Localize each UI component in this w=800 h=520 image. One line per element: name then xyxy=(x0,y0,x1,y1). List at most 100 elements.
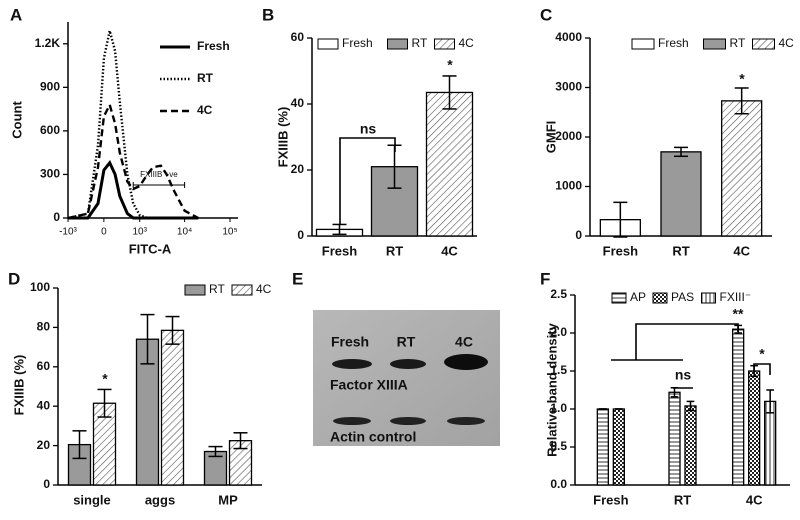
y-tick-label: 20 xyxy=(37,438,51,452)
y-axis-title: FXIIIB (%) xyxy=(11,355,26,416)
x-tick-label: Fresh xyxy=(322,243,357,258)
panel-letter: E xyxy=(292,269,303,288)
y-tick-label: 2.5 xyxy=(550,287,567,301)
annotation: * xyxy=(759,346,765,362)
lane-label: 4C xyxy=(455,334,473,350)
bar xyxy=(660,151,702,237)
annotation: FXIIIB +ve xyxy=(140,170,178,179)
x-tick-label: -10³ xyxy=(59,227,77,238)
y-tick-label: 100 xyxy=(30,280,50,294)
x-tick-label: RT xyxy=(386,243,403,258)
legend-label: Fresh xyxy=(658,36,689,50)
y-tick-label: 2.0 xyxy=(550,325,567,339)
error-bar xyxy=(613,201,628,238)
legend-swatch xyxy=(752,38,775,50)
y-tick-label: 4000 xyxy=(555,30,582,44)
histogram-line xyxy=(68,159,199,220)
error-bar xyxy=(72,430,87,460)
panel-letter: F xyxy=(540,269,550,288)
panel-letter: D xyxy=(8,269,20,288)
error-bar xyxy=(674,146,688,158)
y-tick-label: 600 xyxy=(40,123,60,137)
significance-bracket xyxy=(635,323,739,360)
significance-bracket xyxy=(339,137,396,224)
legend-swatch xyxy=(701,292,716,304)
legend-label: 4C xyxy=(779,36,795,50)
legend-swatch xyxy=(184,284,206,296)
annotation: * xyxy=(102,371,108,387)
bar xyxy=(684,405,697,486)
y-axis-title: GMFI xyxy=(543,121,558,154)
error-bar xyxy=(208,445,223,458)
error-bar xyxy=(233,432,248,450)
bar xyxy=(425,91,474,237)
legend-label: RT xyxy=(209,282,225,296)
error-bar xyxy=(766,389,775,414)
legend-label: 4C xyxy=(459,36,475,50)
annotation: * xyxy=(739,71,745,87)
y-tick-label: 3000 xyxy=(555,80,582,94)
y-tick-label: 0 xyxy=(575,228,582,242)
x-tick-label: RT xyxy=(672,243,689,258)
legend-label: PAS xyxy=(671,290,694,304)
annotation: ns xyxy=(675,367,692,383)
y-tick-label: 0 xyxy=(43,477,50,491)
bar xyxy=(612,408,625,486)
legend-label: RT xyxy=(197,71,214,85)
y-tick-label: 1.2K xyxy=(35,36,61,50)
y-tick-label: 0.0 xyxy=(550,477,567,491)
legend-label: FXIII⁻ xyxy=(720,290,752,304)
error-bar xyxy=(686,400,695,412)
annotation: * xyxy=(447,57,453,73)
error-bar xyxy=(140,313,155,365)
annotation: ns xyxy=(360,121,377,137)
x-tick-label: 4C xyxy=(733,243,750,258)
bar xyxy=(748,370,761,486)
x-tick-label: aggs xyxy=(145,492,175,507)
y-tick-label: 900 xyxy=(40,80,60,94)
blot-band xyxy=(390,417,426,425)
legend-label: RT xyxy=(730,36,746,50)
histogram-line xyxy=(67,101,199,220)
legend-label: 4C xyxy=(197,103,213,117)
y-tick-label: 0.5 xyxy=(550,439,567,453)
y-tick-label: 300 xyxy=(40,167,60,181)
x-tick-label: 4C xyxy=(746,492,763,507)
blot-band xyxy=(390,359,426,369)
error-bar xyxy=(332,223,347,236)
legend-swatch xyxy=(387,38,408,50)
x-tick-label: Fresh xyxy=(603,243,638,258)
y-tick-label: 1.5 xyxy=(550,363,567,377)
y-axis-title: Count xyxy=(9,101,24,139)
bar xyxy=(732,328,745,486)
x-tick-label: MP xyxy=(218,492,238,507)
y-tick-label: 60 xyxy=(291,30,305,44)
legend-label: 4C xyxy=(256,282,272,296)
legend-swatch xyxy=(231,284,253,296)
x-tick-label: 10⁴ xyxy=(177,227,192,238)
legend-swatch xyxy=(434,38,455,50)
y-tick-label: 20 xyxy=(291,162,305,176)
y-tick-label: 0 xyxy=(297,228,304,242)
histogram-line xyxy=(67,30,199,220)
band-label: Actin control xyxy=(330,429,416,445)
annotation: ** xyxy=(733,306,744,322)
band-label: Factor XIIIA xyxy=(330,377,408,393)
x-tick-label: single xyxy=(73,492,111,507)
panel-letter: C xyxy=(540,5,552,24)
bar xyxy=(721,100,763,237)
legend-label: RT xyxy=(412,36,428,50)
x-tick-label: 4C xyxy=(441,243,458,258)
x-axis-title: FITC-A xyxy=(129,241,172,256)
error-bar xyxy=(97,388,112,418)
blot-band xyxy=(333,417,371,425)
y-tick-label: 2000 xyxy=(555,129,582,143)
legend-label: Fresh xyxy=(197,39,230,53)
x-tick-label: 10⁵ xyxy=(222,227,237,238)
blot-band xyxy=(447,417,485,425)
y-tick-label: 0 xyxy=(53,210,60,224)
y-tick-label: 80 xyxy=(37,320,51,334)
legend-swatch xyxy=(652,292,668,304)
